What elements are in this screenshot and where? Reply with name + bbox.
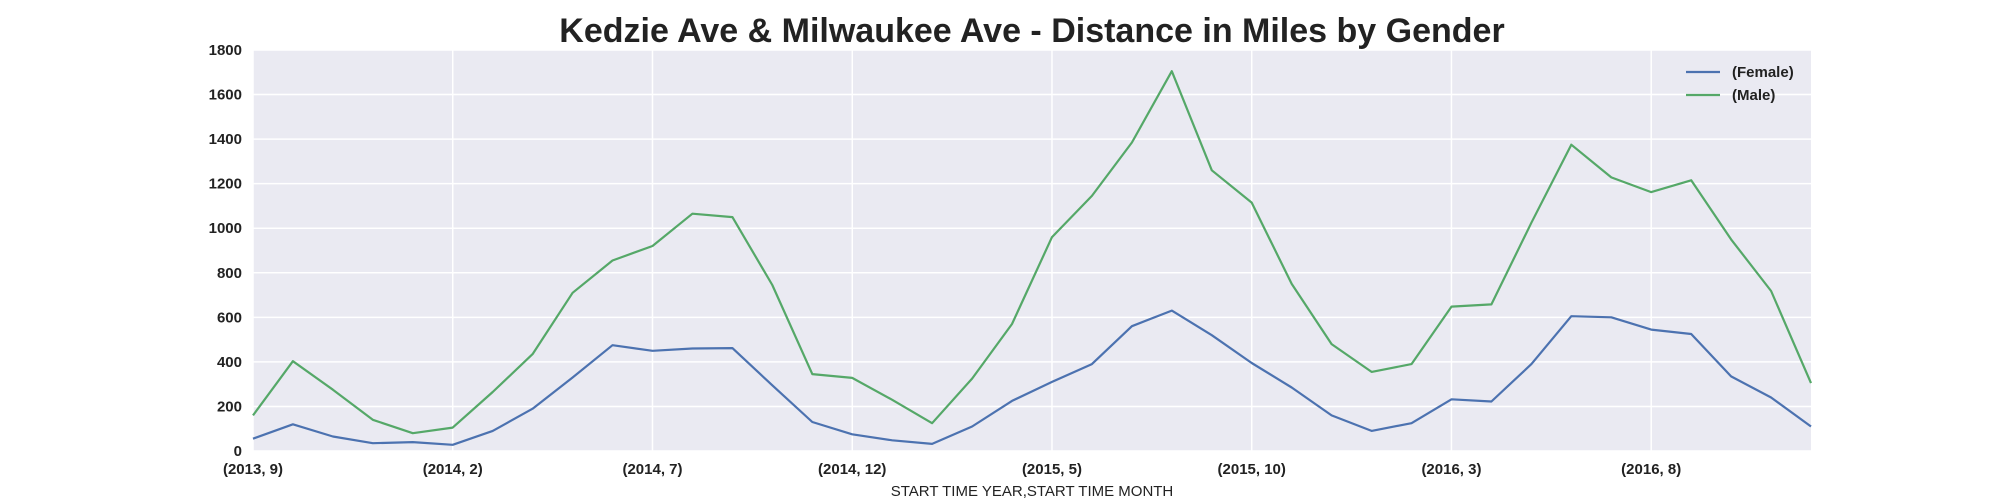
y-tick-label: 1400 (209, 131, 242, 148)
x-tick-label: (2016, 3) (1421, 461, 1481, 478)
legend-label-male: (Male) (1732, 87, 1775, 104)
series-line-female (252, 309, 1812, 446)
y-tick-label: 600 (217, 309, 242, 326)
y-tick-label: 1800 (209, 42, 242, 59)
y-tick-label: 0 (234, 443, 242, 460)
y-tick-label: 400 (217, 354, 242, 371)
y-tick-label: 1000 (209, 220, 242, 237)
plot-background (253, 50, 1811, 451)
chart-title: Kedzie Ave & Milwaukee Ave - Distance in… (559, 12, 1504, 50)
x-tick-label: (2016, 8) (1621, 461, 1681, 478)
x-tick-label: (2013, 9) (223, 461, 283, 478)
x-tick-label: (2014, 2) (423, 461, 483, 478)
series-line-male (252, 70, 1813, 435)
y-tick-labels: 0 200 400 600 800 1000 1200 1400 1600 1800 (209, 42, 242, 460)
x-tick-label: (2015, 5) (1022, 461, 1082, 478)
grid-lines (252, 49, 1811, 452)
series-lines (252, 70, 1813, 446)
x-tick-labels: (2013, 9) (2014, 2) (2014, 7) (2014, 12) (20… (223, 461, 1681, 478)
legend-label-female: (Female) (1732, 64, 1794, 81)
y-tick-label: 1600 (209, 87, 242, 104)
x-tick-label: (2014, 7) (622, 461, 682, 478)
x-tick-label: (2014, 12) (818, 461, 886, 478)
y-tick-label: 1200 (209, 176, 242, 193)
y-tick-label: 200 (217, 398, 242, 415)
legend: (Female) (Male) (1686, 64, 1794, 104)
y-tick-label: 800 (217, 265, 242, 282)
x-axis-label: START TIME YEAR,START TIME MONTH (891, 483, 1174, 500)
x-tick-label: (2015, 10) (1218, 461, 1286, 478)
